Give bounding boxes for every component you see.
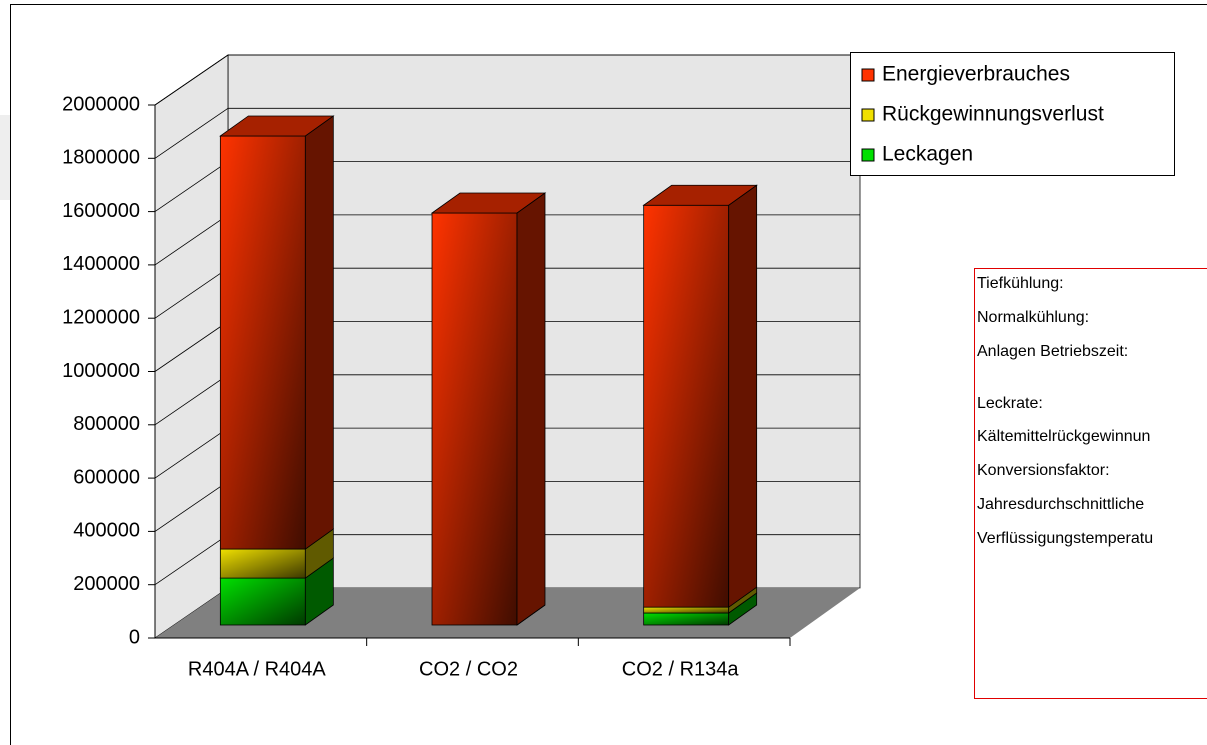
x-tick-label: CO2 / R134a: [622, 658, 740, 680]
bar-side-shade: [305, 115, 334, 550]
info-label: Normalkühlung:: [977, 309, 1089, 326]
legend: [850, 52, 1175, 176]
y-tick-label: 1800000: [62, 147, 140, 169]
y-tick-label: 0: [129, 626, 140, 648]
bar-shade: [643, 205, 729, 608]
bar-shade: [432, 212, 517, 625]
bar-segment: [643, 184, 758, 608]
legend-label: Leckagen: [882, 143, 973, 166]
bar-shade: [220, 578, 306, 625]
info-label: Kältemittelrückgewinnun: [977, 428, 1150, 445]
grid-line: [154, 267, 229, 319]
legend-swatch: [861, 148, 875, 162]
bar-side-shade: [517, 192, 545, 625]
y-tick-label: 400000: [73, 520, 140, 542]
bar-shade: [220, 549, 306, 579]
y-tick-label: 1000000: [62, 360, 140, 382]
info-label: Konversionsfaktor:: [977, 462, 1110, 479]
y-tick-label: 600000: [73, 466, 140, 488]
info-box: [974, 268, 1207, 699]
chart-border: [10, 4, 1207, 745]
bar-side-shade: [305, 529, 334, 579]
grid-line: [154, 161, 229, 212]
bar-top-shade: [643, 185, 757, 206]
bar-segment: [219, 528, 334, 579]
legend-swatch: [861, 68, 875, 82]
grid-line: [154, 374, 229, 426]
bar-top: [642, 184, 758, 206]
bar-segment: [643, 586, 758, 614]
bar-segment: [219, 115, 334, 550]
y-tick-label: 1200000: [62, 306, 140, 328]
bar-segment: [431, 192, 546, 626]
bar-top: [430, 192, 547, 214]
bar-top: [219, 115, 335, 137]
y-tick-label: 1600000: [62, 200, 140, 222]
x-tick-label: CO2 / CO2: [419, 658, 518, 680]
bar-shade: [220, 135, 306, 550]
x-tick-label: R404A / R404A: [188, 658, 327, 680]
bar-top-shade: [220, 115, 334, 136]
legend-label: Rückgewinnungsverlust: [882, 103, 1104, 126]
y-tick-label: 1400000: [62, 253, 140, 275]
y-tick-label: 800000: [73, 413, 140, 435]
info-label: Verflüssigungstemperatu: [977, 530, 1153, 547]
legend-label: Energieverbrauches: [882, 63, 1070, 86]
info-label: Leckrate:: [977, 395, 1043, 412]
grid-line: [154, 427, 229, 479]
bar-segment: [219, 557, 334, 626]
bar-side-shade: [305, 558, 334, 625]
grid-line: [154, 481, 229, 532]
grid-line: [154, 321, 229, 372]
info-label: Jahresdurchschnittliche: [977, 496, 1144, 513]
y-tick-label: 2000000: [62, 93, 140, 115]
grid-line: [154, 534, 229, 586]
bar-shade: [643, 607, 729, 614]
bar-side-shade: [728, 185, 757, 608]
bar-top-shade: [432, 192, 545, 213]
info-label: Tiefkühlung:: [977, 275, 1064, 292]
bar-side-shade: [728, 587, 757, 614]
side-strip: [0, 115, 10, 200]
legend-swatch: [861, 108, 875, 122]
grid-line: [154, 54, 229, 106]
y-tick-label: 200000: [73, 573, 140, 595]
grid-line: [154, 107, 229, 159]
grid-line: [154, 214, 229, 266]
bar-side-shade: [728, 593, 757, 625]
bar-shade: [643, 613, 729, 625]
info-label: Anlagen Betriebszeit:: [977, 343, 1128, 360]
